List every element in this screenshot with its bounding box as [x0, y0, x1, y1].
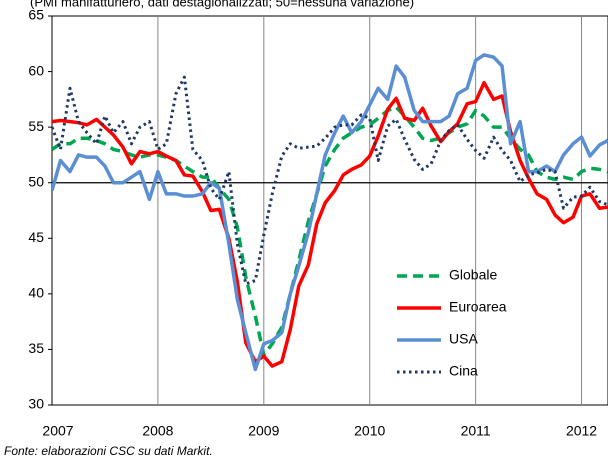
y-tick-label: 35	[28, 340, 44, 356]
x-tick-label: 2007	[42, 423, 73, 439]
y-tick-label: 50	[28, 173, 44, 189]
x-tick-label: 2010	[354, 423, 385, 439]
series-layer	[52, 53, 608, 372]
legend-label: USA	[449, 331, 478, 347]
series-line	[52, 80, 608, 368]
y-tick-label: 40	[28, 285, 44, 301]
series-line	[52, 75, 608, 286]
series-line	[52, 53, 608, 372]
y-tick-label: 60	[28, 62, 44, 78]
x-tick-label: 2009	[248, 423, 279, 439]
legend-label: Euroarea	[449, 299, 507, 315]
y-tick-label: 55	[28, 118, 44, 134]
x-tick-label: 2008	[142, 423, 173, 439]
source-note: Fonte: elaborazioni CSC su dati Markit.	[4, 444, 213, 458]
legend-label: Globale	[449, 267, 497, 283]
x-tick-label: 2011	[461, 423, 491, 439]
chart-subtitle: (PMI manifatturiero, dati destagionalizz…	[30, 0, 414, 9]
y-tick-label: 30	[28, 396, 44, 412]
series-line	[52, 105, 608, 357]
x-tick-label: 2012	[566, 423, 597, 439]
legend-label: Cina	[449, 363, 478, 379]
y-tick-label: 65	[28, 7, 44, 23]
plot-area	[51, 15, 608, 406]
y-tick-label: 45	[28, 229, 44, 245]
